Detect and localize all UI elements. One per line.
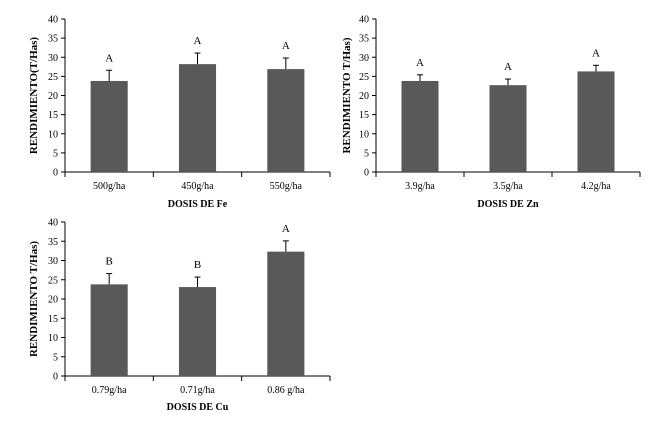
bar <box>577 71 615 172</box>
x-tick-label: 3.5g/ha <box>493 181 523 192</box>
y-axis-title: RENDIMIENTO T/Has) <box>28 241 40 357</box>
x-axis-title: DOSIS DE Zn <box>477 199 539 210</box>
y-tick-label: 35 <box>359 34 369 45</box>
x-tick-label: 4.2g/ha <box>581 181 611 192</box>
y-tick-label: 10 <box>48 333 58 344</box>
y-tick-label: 15 <box>48 110 58 121</box>
y-tick-label: 20 <box>359 91 369 102</box>
significance-label: A <box>194 35 202 47</box>
y-tick-label: 25 <box>359 72 369 83</box>
y-tick-label: 40 <box>48 15 58 26</box>
x-tick-label: 0.86 g/ha <box>267 385 305 396</box>
x-tick-label: 0.71g/ha <box>180 385 215 396</box>
x-tick-label: 3.9g/ha <box>405 181 435 192</box>
chart-2: 0 5 10 15 20 25 30 35 40 A 3.9g/ha A 3.5g/ha A 4.2g/ha… <box>341 15 641 210</box>
y-tick-label: 40 <box>359 15 369 26</box>
y-tick-label: 30 <box>48 53 58 64</box>
y-tick-label: 0 <box>53 372 58 383</box>
y-tick-label: 20 <box>48 295 58 306</box>
y-tick-label: 10 <box>359 129 369 140</box>
y-tick-label: 25 <box>48 275 58 286</box>
significance-label: A <box>105 52 113 64</box>
significance-label: A <box>416 57 424 69</box>
y-tick-label: 25 <box>48 72 58 83</box>
bar <box>90 284 128 376</box>
y-tick-label: 5 <box>53 148 58 159</box>
significance-label: A <box>592 47 600 59</box>
significance-label: A <box>282 223 290 235</box>
y-tick-label: 30 <box>359 53 369 64</box>
y-tick-label: 20 <box>48 91 58 102</box>
bar <box>267 69 305 172</box>
y-tick-label: 15 <box>359 110 369 121</box>
significance-label: A <box>504 61 512 73</box>
x-axis-title: DOSIS DE Cu <box>167 402 229 413</box>
y-tick-label: 40 <box>48 218 58 229</box>
significance-label: B <box>194 259 201 271</box>
y-tick-label: 30 <box>48 256 58 267</box>
y-tick-label: 0 <box>364 168 369 179</box>
x-tick-label: 550g/ha <box>270 181 303 192</box>
y-axis-title: RENDIMIENTO(T/Has) <box>28 37 40 154</box>
bar <box>178 64 217 172</box>
y-tick-label: 15 <box>48 314 58 325</box>
bar <box>489 85 527 172</box>
chart-1: 0 5 10 15 20 25 30 35 40 A 500g/ha A 450g/ha A 550g/ha… <box>28 15 331 210</box>
chart-3: 0 5 10 15 20 25 30 35 40 B 0.79g/ha B 0.71g/ha A 0.86 … <box>28 218 331 413</box>
x-tick-label: 500g/ha <box>93 181 126 192</box>
y-axis-title: RENDIMIENTO T/Has) <box>341 37 353 153</box>
bar <box>90 80 128 172</box>
significance-label: B <box>105 256 112 268</box>
y-tick-label: 5 <box>53 352 58 363</box>
x-tick-label: 450g/ha <box>181 181 214 192</box>
y-tick-label: 10 <box>48 129 58 140</box>
significance-label: A <box>282 40 290 52</box>
y-tick-label: 0 <box>53 168 58 179</box>
y-tick-label: 35 <box>48 237 58 248</box>
bar <box>401 80 439 172</box>
y-tick-label: 35 <box>48 34 58 45</box>
bar <box>267 251 305 376</box>
bar <box>178 287 217 376</box>
y-tick-label: 5 <box>364 148 369 159</box>
x-tick-label: 0.79g/ha <box>92 385 127 396</box>
x-axis-title: DOSIS DE Fe <box>168 199 228 210</box>
